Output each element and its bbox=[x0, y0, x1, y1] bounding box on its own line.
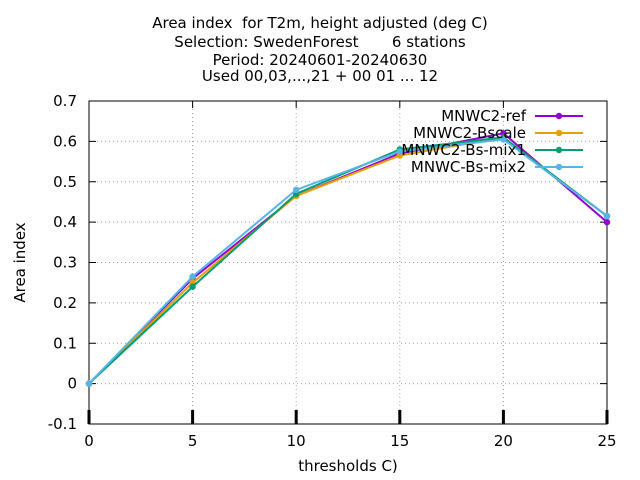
y-tick-label: -0.1 bbox=[48, 415, 77, 433]
chart-title-line-4: Used 00,03,...,21 + 00 01 ... 12 bbox=[201, 67, 439, 85]
y-tick-label: 0.1 bbox=[53, 334, 77, 352]
legend: MNWC2-refMNWC2-BscaleMNWC2-Bs-mix1MNWC-B… bbox=[401, 107, 583, 176]
chart-title-line-3: Period: 20240601-20240630 bbox=[212, 51, 428, 69]
y-tick-label: 0.2 bbox=[53, 294, 77, 312]
legend-label: MNWC2-ref bbox=[441, 107, 526, 125]
data-point bbox=[500, 136, 507, 143]
y-tick-label: 0.7 bbox=[53, 92, 77, 110]
x-axis-label: thresholds C) bbox=[298, 457, 398, 475]
legend-marker bbox=[555, 129, 563, 137]
legend-label: MNWC2-Bs-mix1 bbox=[401, 141, 526, 159]
legend-marker bbox=[555, 112, 563, 120]
legend-label: MNWC-Bs-mix2 bbox=[411, 158, 526, 176]
series-lines bbox=[85, 130, 611, 387]
grid bbox=[89, 101, 607, 424]
chart-title-line-1: Area index for T2m, height adjusted (deg… bbox=[152, 14, 488, 32]
y-tick-label: 0.3 bbox=[53, 254, 77, 272]
chart-title-line-2: Selection: SwedenForest 6 stations bbox=[174, 33, 466, 51]
legend-label: MNWC2-Bscale bbox=[413, 124, 526, 142]
y-tick-label: 0.6 bbox=[53, 132, 77, 150]
x-tick-label: 25 bbox=[597, 432, 616, 450]
x-tick-label: 20 bbox=[494, 432, 513, 450]
series-line bbox=[88, 138, 608, 385]
data-point bbox=[293, 186, 300, 194]
y-tick-label: 0.5 bbox=[53, 173, 77, 191]
data-point bbox=[85, 380, 93, 387]
x-tick-label: 5 bbox=[188, 432, 198, 450]
y-tick-label: 0.4 bbox=[53, 213, 77, 231]
x-tick-label: 15 bbox=[390, 432, 409, 450]
data-point bbox=[603, 212, 611, 220]
x-tick-label: 0 bbox=[84, 432, 94, 450]
axis-ticks: -0.1 0 0.1 0.2 0.3 0.4 0.5 0.6 0.7 0 5 10 15 20 25 bbox=[48, 92, 617, 450]
data-point bbox=[603, 218, 611, 226]
legend-marker bbox=[555, 163, 563, 171]
y-axis-label: Area index bbox=[11, 222, 29, 302]
x-tick-label: 10 bbox=[287, 432, 306, 450]
data-point bbox=[189, 283, 196, 290]
data-point bbox=[396, 148, 403, 155]
y-tick-label: 0 bbox=[67, 375, 77, 393]
legend-marker bbox=[555, 146, 563, 154]
data-point bbox=[189, 273, 196, 280]
